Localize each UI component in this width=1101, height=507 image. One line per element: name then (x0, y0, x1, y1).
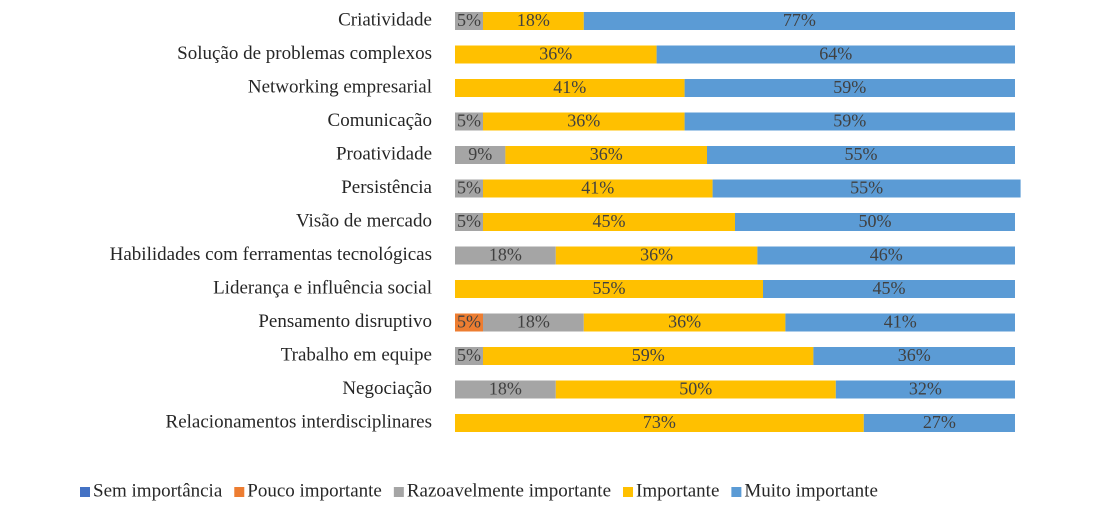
value-label: 36% (539, 44, 572, 64)
value-label: 55% (593, 278, 626, 298)
value-label: 41% (553, 77, 586, 97)
bar-segment (555, 246, 758, 265)
legend-swatch (731, 487, 742, 497)
value-label: 5% (457, 345, 481, 365)
category-label: Criatividade (338, 9, 432, 30)
bar-segment (583, 313, 786, 332)
bar-segment (555, 380, 836, 399)
category-label: Habilidades com ferramentas tecnológicas (110, 244, 432, 265)
bar-segment (455, 146, 506, 164)
category-label: Trabalho em equipe (281, 344, 432, 365)
value-label: 59% (833, 77, 866, 97)
bar-segment (483, 347, 814, 365)
value-label: 73% (643, 412, 676, 432)
value-label: 18% (517, 312, 550, 332)
value-label: 9% (468, 144, 492, 164)
value-label: 18% (489, 379, 522, 399)
value-label: 5% (457, 312, 481, 332)
bar-segment (684, 79, 1015, 97)
bar-segment (785, 313, 1015, 332)
value-label: 27% (923, 412, 956, 432)
value-label: 36% (590, 144, 623, 164)
bar-segment (455, 112, 483, 131)
bar-segment (712, 179, 1021, 198)
value-label: 64% (819, 44, 852, 64)
bar-segment (656, 45, 1015, 64)
value-label: 5% (457, 111, 481, 131)
bar-segment (455, 414, 864, 432)
bar-segment (455, 79, 685, 97)
legend-label: Muito importante (744, 480, 878, 501)
value-label: 50% (859, 211, 892, 231)
value-label: 36% (898, 345, 931, 365)
value-label: 55% (850, 178, 883, 198)
bar-segment (483, 12, 584, 30)
bar-segment (483, 213, 735, 231)
value-label: 45% (593, 211, 626, 231)
bar-segment (763, 280, 1015, 298)
category-label: Visão de mercado (296, 210, 432, 231)
bar-segment (863, 414, 1015, 432)
category-label: Proatividade (336, 143, 432, 164)
bar-segment (455, 213, 483, 231)
bar-segment (483, 112, 685, 131)
bar-segment (455, 45, 657, 64)
bar-segment (735, 213, 1015, 231)
value-label: 50% (679, 379, 712, 399)
bar-segment (483, 179, 713, 198)
legend-label: Razoavelmente importante (407, 480, 611, 501)
legend-label: Importante (636, 480, 719, 501)
bar-segment (455, 380, 556, 399)
category-label: Relacionamentos interdisciplinares (166, 411, 432, 432)
bar-segment (684, 112, 1015, 131)
legend-label: Pouco importante (247, 480, 382, 501)
legend-swatch (234, 487, 245, 497)
value-label: 36% (567, 111, 600, 131)
legend-label: Sem importância (93, 480, 223, 501)
bar-segment (483, 313, 584, 332)
bar-segment (757, 246, 1015, 265)
category-label: Negociação (342, 378, 432, 399)
value-label: 77% (783, 10, 816, 30)
bar-segment (455, 246, 556, 265)
bar-segment (505, 146, 707, 164)
value-label: 5% (457, 10, 481, 30)
value-label: 41% (884, 312, 917, 332)
value-label: 45% (873, 278, 906, 298)
value-label: 5% (457, 178, 481, 198)
value-label: 18% (517, 10, 550, 30)
bar-segment (455, 179, 483, 198)
bar-segment (455, 347, 483, 365)
value-label: 41% (581, 178, 614, 198)
category-label: Pensamento disruptivo (258, 311, 432, 332)
value-label: 36% (668, 312, 701, 332)
bar-segment (835, 380, 1015, 399)
legend-swatch (623, 487, 634, 497)
bar-segment (813, 347, 1015, 365)
value-label: 59% (632, 345, 665, 365)
category-label: Networking empresarial (248, 76, 432, 97)
value-label: 32% (909, 379, 942, 399)
category-label: Liderança e influência social (213, 277, 432, 298)
category-label: Comunicação (328, 110, 432, 131)
legend-swatch (80, 487, 90, 497)
category-label: Persistência (341, 177, 432, 198)
bar-segment (455, 12, 483, 30)
value-label: 55% (845, 144, 878, 164)
category-label: Solução de problemas complexos (177, 43, 432, 64)
value-label: 59% (833, 111, 866, 131)
bar-segment (455, 313, 483, 332)
value-label: 46% (870, 245, 903, 265)
bar-segment (583, 12, 1015, 30)
value-label: 5% (457, 211, 481, 231)
legend-swatch (393, 487, 404, 497)
bar-segment (707, 146, 1015, 164)
value-label: 18% (489, 245, 522, 265)
value-label: 36% (640, 245, 673, 265)
bar-segment (455, 280, 763, 298)
